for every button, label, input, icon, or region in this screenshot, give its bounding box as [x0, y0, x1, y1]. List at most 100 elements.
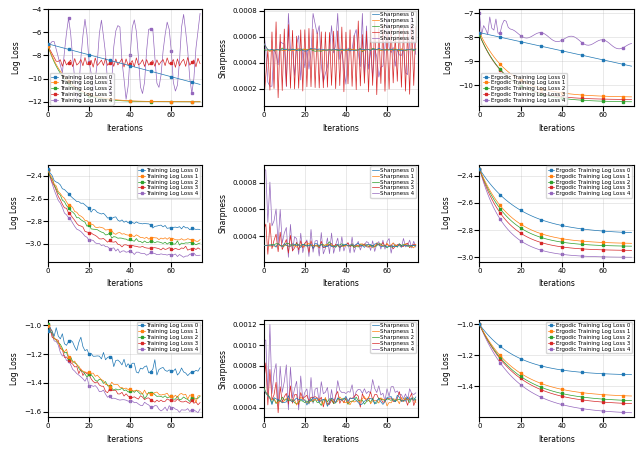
- Training Log Loss 4: [180, 407, 188, 413]
- Training Log Loss 1: [192, 400, 200, 405]
- Y-axis label: Log Loss: Log Loss: [12, 41, 21, 74]
- Training Log Loss 0: [186, 227, 194, 232]
- Sharpness 2: [387, 398, 395, 403]
- Sharpness 3: [385, 396, 393, 401]
- Ergodic Training Log Loss 2: [601, 99, 609, 104]
- Training Log Loss 3: [56, 57, 64, 63]
- Sharpness 2: [383, 396, 391, 401]
- Sharpness 0: [272, 244, 280, 250]
- Sharpness 0: [379, 244, 387, 249]
- Ergodic Training Log Loss 0: [628, 64, 636, 69]
- Training Log Loss 4: [182, 28, 189, 34]
- Line: Ergodic Training Log Loss 0: Ergodic Training Log Loss 0: [478, 32, 633, 67]
- Sharpness 1: [266, 49, 274, 54]
- Legend: Sharpness 0, Sharpness 1, Sharpness 2, Sharpness 3, Sharpness 4: Sharpness 0, Sharpness 1, Sharpness 2, S…: [371, 322, 416, 353]
- Line: Ergodic Training Log Loss 2: Ergodic Training Log Loss 2: [478, 168, 633, 248]
- Ergodic Training Log Loss 2: [597, 243, 605, 248]
- Ergodic Training Log Loss 3: [611, 97, 619, 102]
- Ergodic Training Log Loss 4: [628, 41, 636, 46]
- Sharpness 0: [397, 399, 405, 404]
- Sharpness 4: [397, 245, 405, 250]
- X-axis label: Iterations: Iterations: [107, 280, 143, 289]
- Ergodic Training Log Loss 0: [601, 371, 609, 377]
- Sharpness 2: [317, 403, 325, 408]
- Ergodic Training Log Loss 1: [611, 240, 619, 246]
- Sharpness 3: [383, 396, 391, 401]
- Training Log Loss 1: [180, 99, 188, 105]
- X-axis label: Iterations: Iterations: [323, 124, 359, 133]
- Legend: Ergodic Training Log Loss 0, Ergodic Training Log Loss 1, Ergodic Training Log L: Ergodic Training Log Loss 0, Ergodic Tra…: [481, 73, 567, 105]
- Ergodic Training Log Loss 2: [628, 244, 636, 249]
- Line: Sharpness 3: Sharpness 3: [264, 363, 416, 413]
- Ergodic Training Log Loss 3: [591, 399, 598, 404]
- Ergodic Training Log Loss 1: [611, 393, 619, 398]
- Sharpness 0: [377, 399, 385, 405]
- Sharpness 2: [383, 245, 391, 251]
- Line: Training Log Loss 1: Training Log Loss 1: [47, 45, 202, 103]
- Training Log Loss 2: [182, 240, 189, 246]
- Training Log Loss 2: [170, 99, 177, 105]
- X-axis label: Iterations: Iterations: [538, 280, 575, 289]
- Ergodic Training Log Loss 1: [591, 93, 598, 98]
- Sharpness 2: [278, 45, 286, 51]
- Sharpness 0: [381, 47, 389, 53]
- Ergodic Training Log Loss 2: [476, 166, 483, 172]
- Ergodic Training Log Loss 4: [595, 254, 602, 259]
- Training Log Loss 0: [44, 41, 52, 46]
- Sharpness 2: [326, 239, 333, 244]
- Sharpness 0: [387, 394, 395, 399]
- Sharpness 3: [399, 244, 407, 249]
- Training Log Loss 0: [196, 365, 204, 371]
- Line: Sharpness 0: Sharpness 0: [264, 243, 416, 249]
- Training Log Loss 2: [56, 70, 64, 76]
- Sharpness 3: [389, 246, 397, 252]
- Ergodic Training Log Loss 4: [616, 46, 623, 51]
- Sharpness 4: [295, 407, 303, 413]
- Ergodic Training Log Loss 2: [611, 99, 619, 104]
- Ergodic Training Log Loss 1: [595, 93, 602, 99]
- Sharpness 0: [385, 244, 393, 249]
- Ergodic Training Log Loss 1: [595, 391, 602, 397]
- Ergodic Training Log Loss 1: [601, 240, 609, 245]
- Sharpness 1: [377, 48, 385, 53]
- Ergodic Training Log Loss 4: [597, 408, 605, 414]
- Line: Ergodic Training Log Loss 4: Ergodic Training Log Loss 4: [478, 168, 633, 258]
- Ergodic Training Log Loss 4: [476, 11, 483, 16]
- Ergodic Training Log Loss 4: [595, 38, 602, 43]
- Ergodic Training Log Loss 2: [628, 99, 636, 105]
- Sharpness 1: [410, 245, 417, 251]
- Training Log Loss 2: [165, 240, 173, 245]
- Training Log Loss 3: [196, 247, 204, 252]
- Ergodic Training Log Loss 1: [628, 240, 636, 246]
- Ergodic Training Log Loss 1: [476, 322, 483, 327]
- Legend: Training Log Loss 0, Training Log Loss 1, Training Log Loss 2, Training Log Loss: Training Log Loss 0, Training Log Loss 1…: [136, 166, 200, 198]
- Training Log Loss 3: [163, 55, 171, 60]
- Sharpness 4: [266, 322, 274, 327]
- Training Log Loss 0: [168, 368, 175, 373]
- Training Log Loss 3: [56, 197, 64, 202]
- Ergodic Training Log Loss 0: [597, 57, 605, 62]
- Ergodic Training Log Loss 4: [488, 201, 495, 207]
- Training Log Loss 3: [180, 399, 188, 405]
- Ergodic Training Log Loss 3: [601, 97, 609, 102]
- Sharpness 4: [383, 239, 391, 244]
- Training Log Loss 0: [172, 366, 179, 372]
- X-axis label: Iterations: Iterations: [538, 435, 575, 444]
- Ergodic Training Log Loss 4: [597, 37, 605, 42]
- Ergodic Training Log Loss 4: [595, 408, 602, 414]
- Sharpness 4: [399, 47, 407, 52]
- Training Log Loss 2: [163, 99, 171, 105]
- Line: Sharpness 0: Sharpness 0: [264, 43, 416, 51]
- Sharpness 1: [272, 244, 280, 249]
- Sharpness 0: [412, 394, 420, 400]
- Training Log Loss 1: [56, 191, 64, 196]
- Sharpness 2: [385, 243, 393, 249]
- Sharpness 2: [377, 396, 385, 402]
- Sharpness 4: [282, 84, 290, 89]
- Training Log Loss 0: [163, 226, 171, 231]
- Training Log Loss 2: [44, 43, 52, 49]
- Ergodic Training Log Loss 2: [597, 396, 605, 402]
- Training Log Loss 1: [163, 391, 171, 396]
- Sharpness 3: [412, 397, 420, 403]
- Sharpness 1: [260, 243, 268, 248]
